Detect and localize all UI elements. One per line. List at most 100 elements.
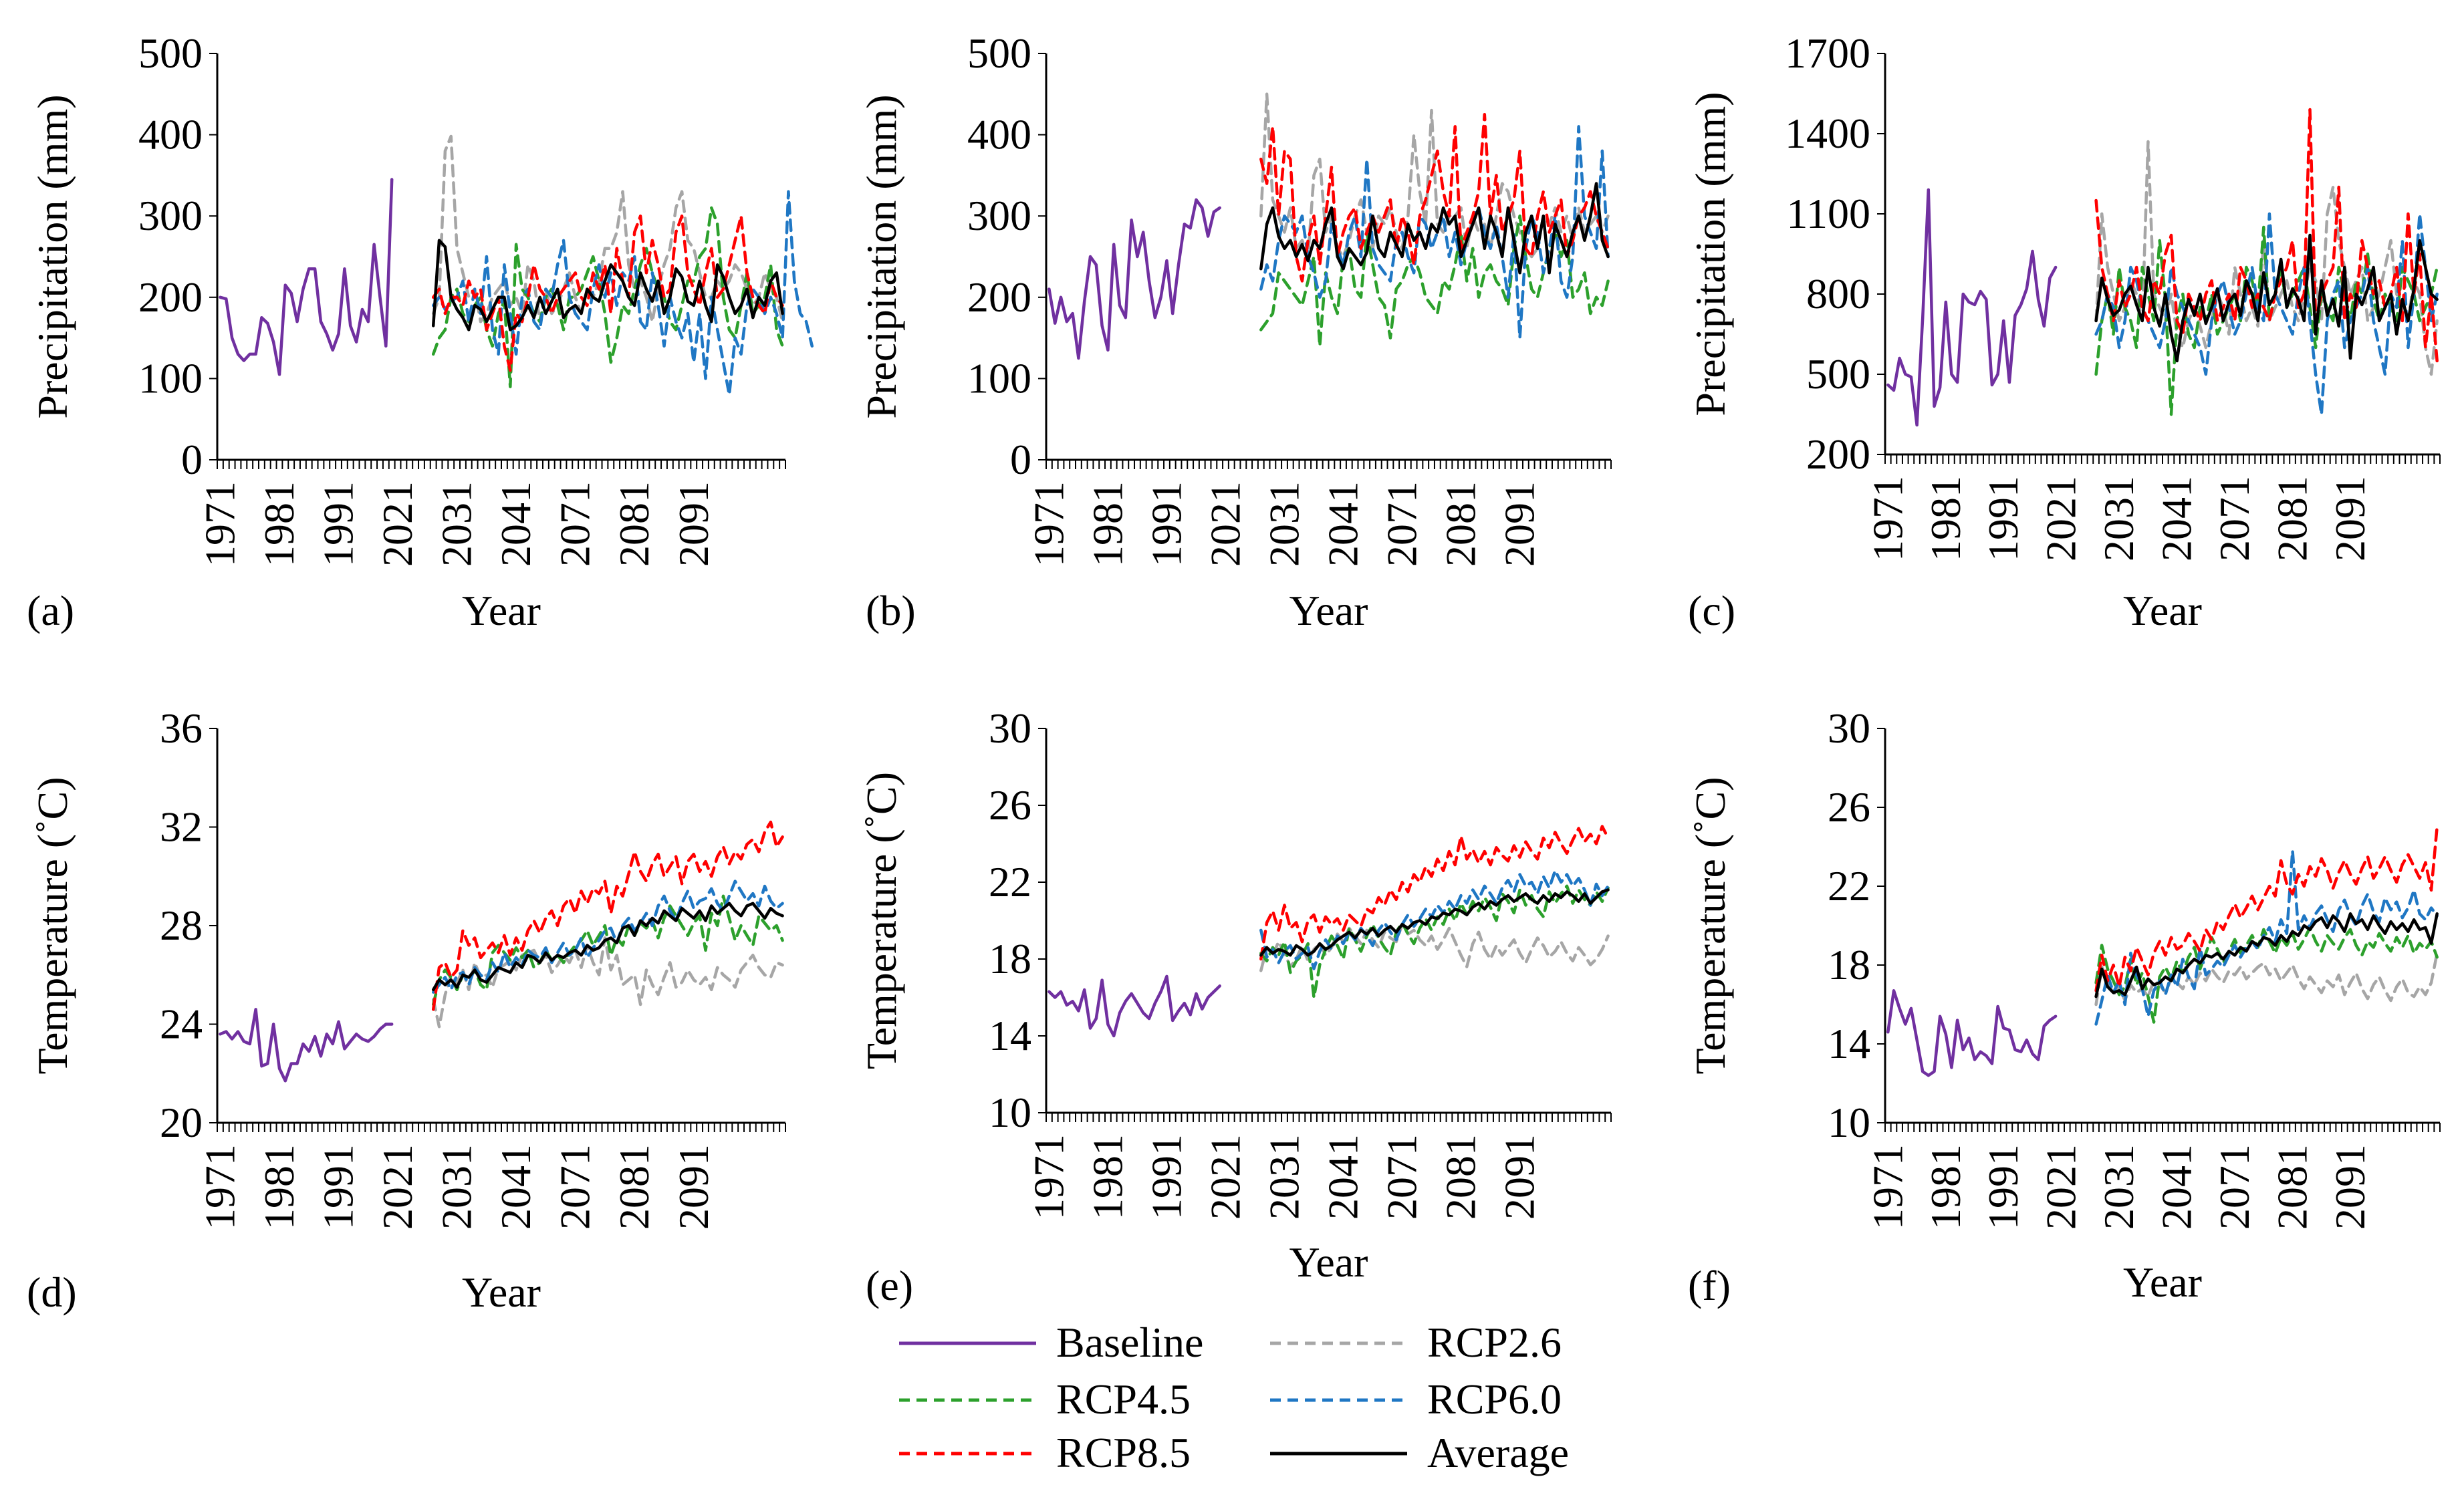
- x-tick-label: 2081: [610, 481, 658, 567]
- y-tick-label: 500: [1806, 350, 1870, 398]
- series-line-rcp45: [1259, 884, 1610, 999]
- series-line-rcp85: [431, 214, 784, 372]
- y-tick-label: 18: [989, 935, 1031, 982]
- x-tick-label: 2071: [2211, 1144, 2258, 1230]
- x-tick-label: 2041: [2153, 1144, 2201, 1230]
- y-tick-label: 400: [138, 111, 203, 158]
- x-tick-label: 2091: [2326, 1144, 2374, 1230]
- y-tick-label: 22: [989, 858, 1031, 906]
- y-tick-label: 10: [1828, 1099, 1870, 1146]
- x-tick-label: 2081: [1437, 1134, 1485, 1220]
- x-tick-label: 2081: [2269, 476, 2316, 561]
- x-axis-title: Year: [462, 587, 541, 634]
- legend-label-rcp26: RCP2.6: [1427, 1319, 1562, 1366]
- chart-panel-b: 0 100 200 300 400 500 1971 1981 1991 2021 2031 2041…: [858, 29, 1612, 634]
- y-tick-label: 36: [160, 704, 203, 752]
- y-axis-title: Precipitation (mm): [1687, 92, 1734, 416]
- series-line-rcp26: [431, 936, 784, 1029]
- x-tick-label: 1971: [196, 1144, 243, 1230]
- x-tick-label: 2021: [2038, 1144, 2085, 1230]
- y-tick-label: 22: [1828, 862, 1870, 910]
- y-tick-label: 0: [1010, 436, 1031, 483]
- x-tick-label: 1991: [1142, 1134, 1190, 1220]
- legend-label-average: Average: [1427, 1429, 1569, 1476]
- x-tick-label: 1981: [1922, 1144, 1969, 1230]
- series-line-baseline: [219, 178, 394, 376]
- series-line-rcp26: [1259, 92, 1610, 259]
- series-line-baseline: [1886, 989, 2058, 1077]
- x-tick-label: 2021: [374, 481, 421, 567]
- y-axis-title: Temperature (˚C): [858, 772, 905, 1069]
- y-tick-label: 100: [967, 354, 1031, 402]
- panel-label: (f): [1688, 1262, 1731, 1309]
- x-tick-label: 2031: [2095, 476, 2142, 561]
- x-tick-label: 1991: [1979, 476, 2027, 561]
- chart-panel-c: 200 500 800 1100 1400 1700 1971 1981 1991 2021 203…: [1687, 29, 2441, 634]
- y-tick-label: 24: [160, 1000, 203, 1048]
- y-tick-label: 200: [1806, 430, 1870, 478]
- panel-label: (c): [1688, 587, 1735, 634]
- series-line-rcp85: [1259, 825, 1610, 961]
- x-tick-label: 2031: [433, 481, 481, 567]
- x-tick-label: 2081: [610, 1144, 658, 1230]
- panel-label: (b): [866, 587, 916, 634]
- series-line-baseline: [1886, 188, 2058, 427]
- panel-label: (a): [27, 587, 74, 634]
- x-tick-label: 2091: [670, 1144, 717, 1230]
- x-tick-label: 2041: [492, 1144, 539, 1230]
- series-line-average: [1259, 888, 1610, 957]
- y-tick-label: 30: [989, 704, 1031, 752]
- series-line-average: [2094, 233, 2439, 363]
- y-tick-label: 200: [967, 273, 1031, 321]
- y-axis-title: Temperature (˚C): [29, 777, 76, 1074]
- series-line-rcp60: [431, 190, 814, 396]
- x-tick-label: 2031: [1260, 481, 1308, 567]
- series-line-rcp85: [2094, 825, 2439, 992]
- x-tick-label: 2091: [2326, 476, 2374, 561]
- series-line-rcp85: [1259, 112, 1610, 283]
- x-tick-label: 1981: [1084, 481, 1131, 567]
- series-line-average: [431, 902, 784, 992]
- series-line-baseline: [219, 1008, 394, 1083]
- y-tick-label: 500: [138, 29, 203, 77]
- y-tick-label: 18: [1828, 941, 1870, 988]
- y-tick-label: 1700: [1785, 29, 1870, 77]
- chart-panel-f: 10 14 18 22 26 30 1971 1981 1991 2021 2031 2041 2071…: [1687, 704, 2441, 1309]
- x-axis-title: Year: [2123, 1258, 2202, 1306]
- x-tick-label: 2021: [2038, 476, 2085, 561]
- y-tick-label: 26: [989, 781, 1031, 829]
- series-line-average: [1259, 182, 1610, 275]
- x-tick-label: 1991: [1142, 481, 1190, 567]
- x-tick-label: 1991: [1979, 1144, 2027, 1230]
- x-tick-label: 2021: [1201, 1134, 1249, 1220]
- x-tick-label: 1991: [315, 1144, 362, 1230]
- x-tick-label: 2031: [2095, 1144, 2142, 1230]
- x-tick-label: 2091: [1496, 1134, 1544, 1220]
- chart-panel-e: 10 14 18 22 26 30 1971 1981 1991 2021 2031 2041 2071…: [858, 704, 1612, 1309]
- x-tick-label: 2041: [2153, 476, 2201, 561]
- series-line-average: [2094, 912, 2439, 998]
- x-axis-title: Year: [462, 1268, 541, 1316]
- y-tick-label: 100: [138, 354, 203, 402]
- x-tick-label: 1981: [255, 1144, 303, 1230]
- series-line-rcp26: [431, 134, 784, 323]
- y-tick-label: 32: [160, 803, 203, 851]
- legend: Baseline RCP4.5 RCP8.5 RCP2.6 RCP6.0 Average: [899, 1319, 1569, 1476]
- x-tick-label: 2071: [551, 1144, 599, 1230]
- legend-label-rcp60: RCP6.0: [1427, 1375, 1562, 1423]
- x-tick-label: 1981: [1084, 1134, 1131, 1220]
- series-line-rcp85: [2094, 108, 2439, 363]
- x-axis-title: Year: [1289, 587, 1368, 634]
- series-line-rcp60: [1259, 869, 1610, 970]
- y-tick-label: 200: [138, 273, 203, 321]
- x-axis-title: Year: [1289, 1238, 1368, 1286]
- y-tick-label: 1400: [1785, 110, 1870, 157]
- x-tick-label: 1971: [1864, 1144, 1911, 1230]
- series-line-rcp45: [2094, 926, 2439, 1024]
- y-tick-label: 500: [967, 29, 1031, 77]
- x-tick-label: 2031: [1260, 1134, 1308, 1220]
- y-tick-label: 300: [138, 192, 203, 239]
- x-tick-label: 2021: [374, 1144, 421, 1230]
